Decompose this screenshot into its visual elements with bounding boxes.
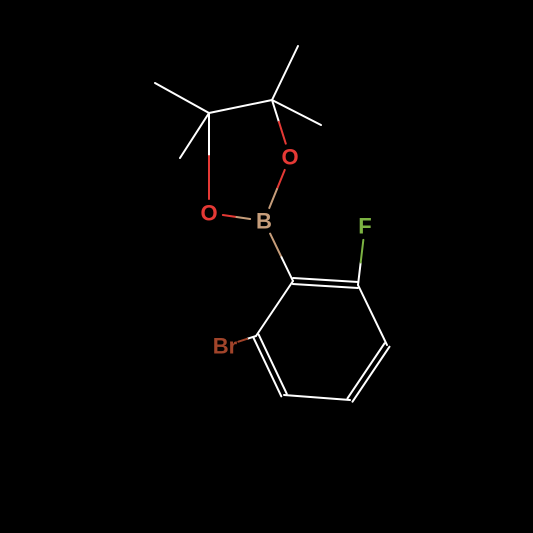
bond-line: [223, 215, 237, 217]
atom-label-b: B: [256, 209, 272, 234]
bond-line: [269, 189, 277, 208]
bond-line: [270, 234, 281, 258]
bond-line: [293, 284, 358, 288]
bond-line: [237, 217, 251, 219]
bond-line: [238, 339, 247, 342]
atom-label-br: Br: [213, 334, 238, 359]
bond-line: [256, 281, 293, 336]
bond-line: [155, 83, 209, 113]
bond-line: [284, 395, 350, 400]
bond-line: [277, 170, 285, 189]
bond-line: [259, 335, 287, 394]
molecule-diagram: O O B F Br: [0, 0, 533, 533]
bond-line: [348, 343, 385, 398]
bond-line: [358, 262, 361, 285]
bond-line: [361, 240, 364, 263]
bond-line: [209, 100, 272, 113]
bond-line: [282, 257, 293, 281]
bond-line: [352, 347, 389, 402]
atom-label-o: O: [200, 201, 217, 226]
bond-line: [279, 122, 286, 144]
atom-label-f: F: [358, 214, 371, 239]
atom-label-o: O: [281, 145, 298, 170]
bond-line: [253, 337, 281, 396]
bond-line: [293, 278, 358, 282]
bond-line: [358, 285, 387, 345]
bond-line: [272, 46, 298, 100]
bond-line: [180, 113, 209, 158]
